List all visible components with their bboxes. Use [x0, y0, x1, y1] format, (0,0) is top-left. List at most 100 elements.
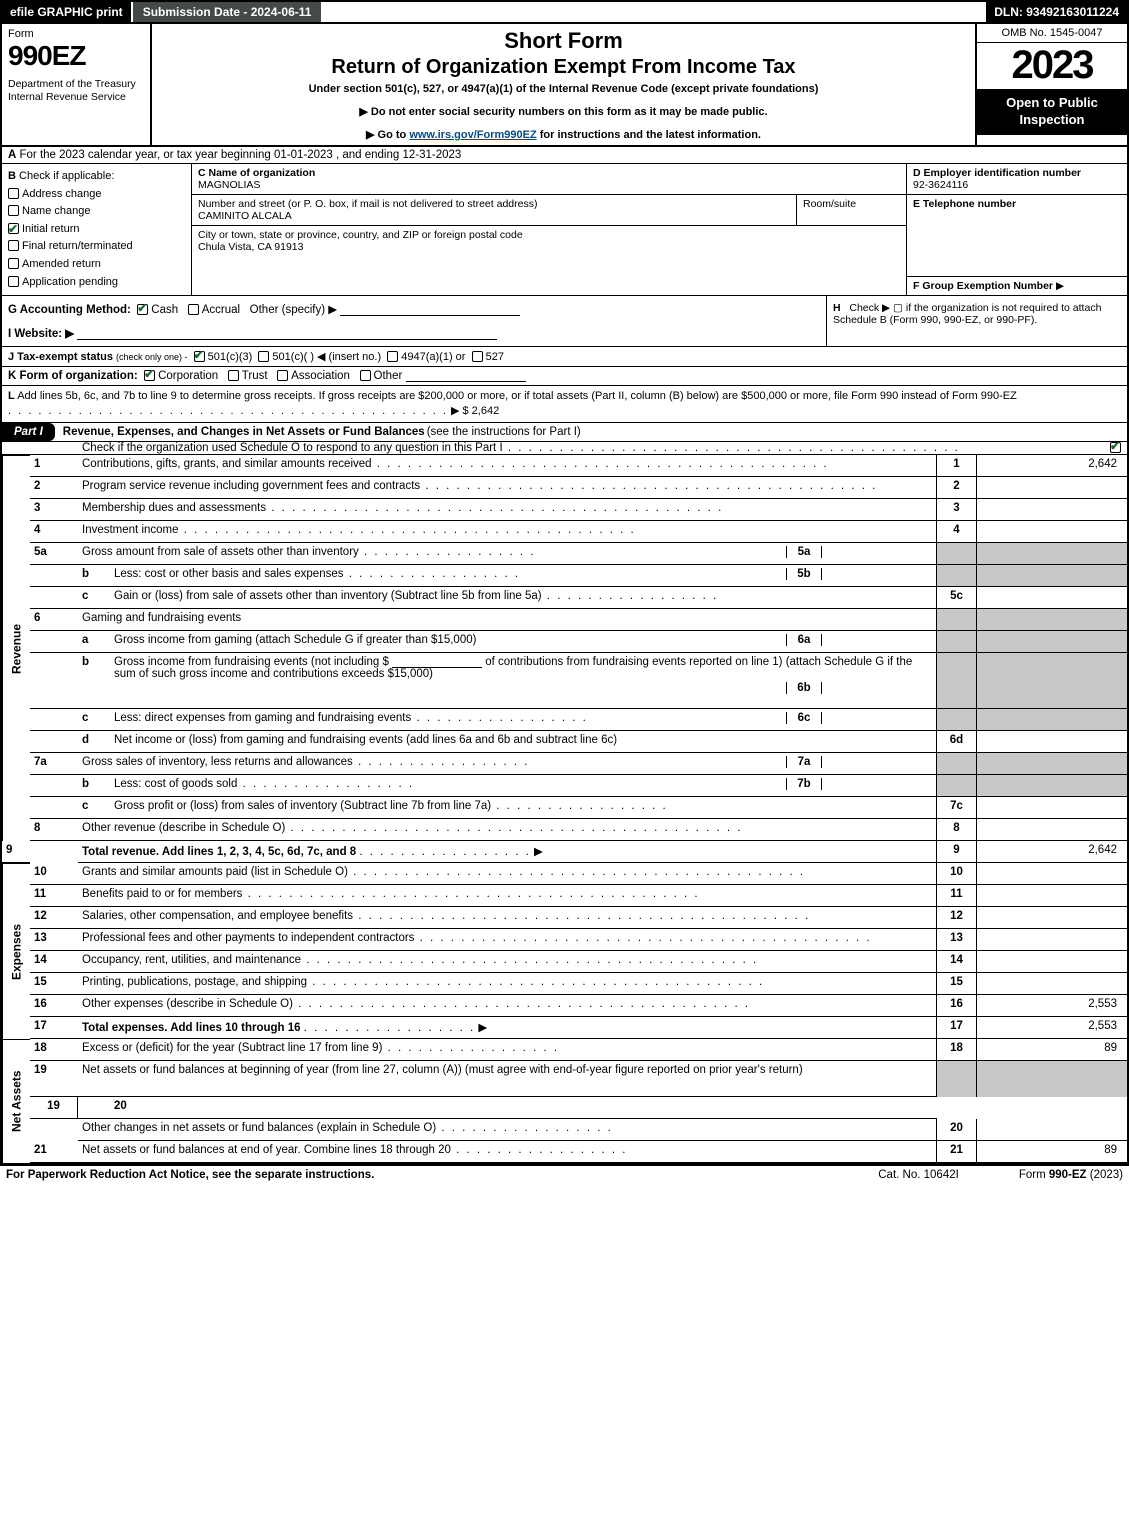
- g-other-input[interactable]: [340, 304, 520, 316]
- desc-6: Gaming and fundraising events: [78, 609, 937, 631]
- chk-cash[interactable]: [137, 304, 148, 315]
- chk-initial-return[interactable]: [8, 223, 19, 234]
- lbl-other: Other (specify) ▶: [250, 304, 337, 316]
- desc-7a: Gross sales of inventory, less returns a…: [78, 753, 937, 775]
- box-11: 11: [937, 885, 977, 907]
- box-5b-shade: [937, 565, 977, 587]
- other-org-input[interactable]: [406, 370, 526, 382]
- desc-8: Other revenue (describe in Schedule O): [78, 819, 937, 841]
- col-def: D Employer identification number 92-3624…: [907, 164, 1127, 295]
- irs-link[interactable]: www.irs.gov/Form990EZ: [409, 129, 536, 141]
- desc-17: Total expenses. Add lines 10 through 16 …: [78, 1017, 937, 1039]
- ln-4: 4: [30, 521, 78, 543]
- topbar-spacer: [321, 2, 986, 22]
- h-label: H: [833, 302, 841, 314]
- txt-6a: Gross income from gaming (attach Schedul…: [114, 634, 786, 646]
- side-revenue: Revenue: [2, 455, 30, 841]
- lbl-cash: Cash: [151, 304, 178, 316]
- val-9: 2,642: [977, 841, 1127, 863]
- lbl-501c3: 501(c)(3): [208, 351, 253, 363]
- header-center: Short Form Return of Organization Exempt…: [152, 24, 977, 145]
- e-block: E Telephone number: [907, 195, 1127, 277]
- ln-7c-blank: [30, 797, 78, 819]
- lbl-final-return: Final return/terminated: [22, 240, 133, 252]
- box-21: 21: [937, 1141, 977, 1163]
- ln-15: 15: [30, 973, 78, 995]
- chk-other-org[interactable]: [360, 370, 371, 381]
- chk-501c3[interactable]: [194, 351, 205, 362]
- room-block: Room/suite: [796, 195, 906, 225]
- l-amount: 2,642: [472, 405, 500, 417]
- 6b-amount-input[interactable]: [392, 656, 482, 668]
- l-label: L: [8, 390, 15, 402]
- desc-5b: Less: cost or other basis and sales expe…: [110, 565, 937, 587]
- website-input[interactable]: [77, 328, 497, 340]
- line-g: G Accounting Method: Cash Accrual Other …: [8, 302, 820, 316]
- val-7a-shade: [977, 753, 1127, 775]
- col-b: B Check if applicable: Address change Na…: [2, 164, 192, 295]
- chk-address-change[interactable]: [8, 188, 19, 199]
- chk-trust[interactable]: [228, 370, 239, 381]
- row-l: L Add lines 5b, 6c, and 7b to line 9 to …: [2, 386, 1127, 423]
- e-label: E Telephone number: [913, 198, 1016, 210]
- val-5b-shade: [977, 565, 1127, 587]
- val-3: [977, 499, 1127, 521]
- box-18: 18: [937, 1039, 977, 1061]
- desc-7c: Gross profit or (loss) from sales of inv…: [110, 797, 937, 819]
- form-title: Return of Organization Exempt From Incom…: [158, 56, 969, 79]
- box-9: 9: [937, 841, 977, 863]
- val-11: [977, 885, 1127, 907]
- box-10: 10: [937, 863, 977, 885]
- box-17: 17: [937, 1017, 977, 1039]
- open-to-public: Open to Public Inspection: [977, 89, 1127, 135]
- ln-14: 14: [30, 951, 78, 973]
- col-cdef: C Name of organization MAGNOLIAS Number …: [192, 164, 1127, 295]
- val-10: [977, 863, 1127, 885]
- box-5c: 5c: [937, 587, 977, 609]
- dots-9: [359, 846, 530, 858]
- lbl-initial-return: Initial return: [22, 223, 79, 235]
- desc-14: Occupancy, rent, utilities, and maintena…: [78, 951, 937, 973]
- chk-final-return[interactable]: [8, 240, 19, 251]
- chk-association[interactable]: [277, 370, 288, 381]
- val-16: 2,553: [977, 995, 1127, 1017]
- box-4: 4: [937, 521, 977, 543]
- chk-527[interactable]: [472, 351, 483, 362]
- desc-11: Benefits paid to or for members: [78, 885, 937, 907]
- ln-20: 20: [110, 1097, 937, 1119]
- form-header: Form 990EZ Department of the Treasury In…: [2, 24, 1127, 147]
- line-i: I Website: ▶: [8, 326, 820, 340]
- chk-application-pending[interactable]: [8, 276, 19, 287]
- section-bcdef: B Check if applicable: Address change Na…: [2, 164, 1127, 296]
- chk-amended-return[interactable]: [8, 258, 19, 269]
- desc-16: Other expenses (describe in Schedule O): [78, 995, 937, 1017]
- chk-corporation[interactable]: [144, 370, 155, 381]
- row-j: J Tax-exempt status (check only one) - 5…: [2, 346, 1127, 367]
- no-ssn-warning: ▶ Do not enter social security numbers o…: [158, 105, 969, 118]
- footer-right-bold: 990-EZ: [1049, 1169, 1087, 1181]
- efile-print[interactable]: efile GRAPHIC print: [2, 2, 131, 22]
- desc-10: Grants and similar amounts paid (list in…: [78, 863, 937, 885]
- city-value: Chula Vista, CA 91913: [198, 241, 303, 253]
- part1-tab: Part I: [2, 423, 55, 441]
- ln-11: 11: [30, 885, 78, 907]
- chk-501c[interactable]: [258, 351, 269, 362]
- val-4: [977, 521, 1127, 543]
- val-15: [977, 973, 1127, 995]
- txt-7b: Less: cost of goods sold: [114, 778, 786, 790]
- part1-subline: Check if the organization used Schedule …: [2, 442, 1127, 455]
- chk-schedule-o[interactable]: [1110, 442, 1121, 453]
- cdef-top: C Name of organization MAGNOLIAS Number …: [192, 164, 1127, 295]
- section-ghi: G Accounting Method: Cash Accrual Other …: [2, 296, 1127, 346]
- ival-7a: [822, 756, 932, 768]
- lbl-other-org: Other: [374, 370, 403, 382]
- lbl-trust: Trust: [242, 370, 268, 382]
- box-6-shade: [937, 609, 977, 631]
- ln-12: 12: [30, 907, 78, 929]
- chk-4947[interactable]: [387, 351, 398, 362]
- chk-name-change[interactable]: [8, 205, 19, 216]
- chk-accrual[interactable]: [188, 304, 199, 315]
- side-netassets: Net Assets: [2, 1039, 30, 1163]
- val-6-shade: [977, 609, 1127, 631]
- street-block: Number and street (or P. O. box, if mail…: [192, 195, 796, 225]
